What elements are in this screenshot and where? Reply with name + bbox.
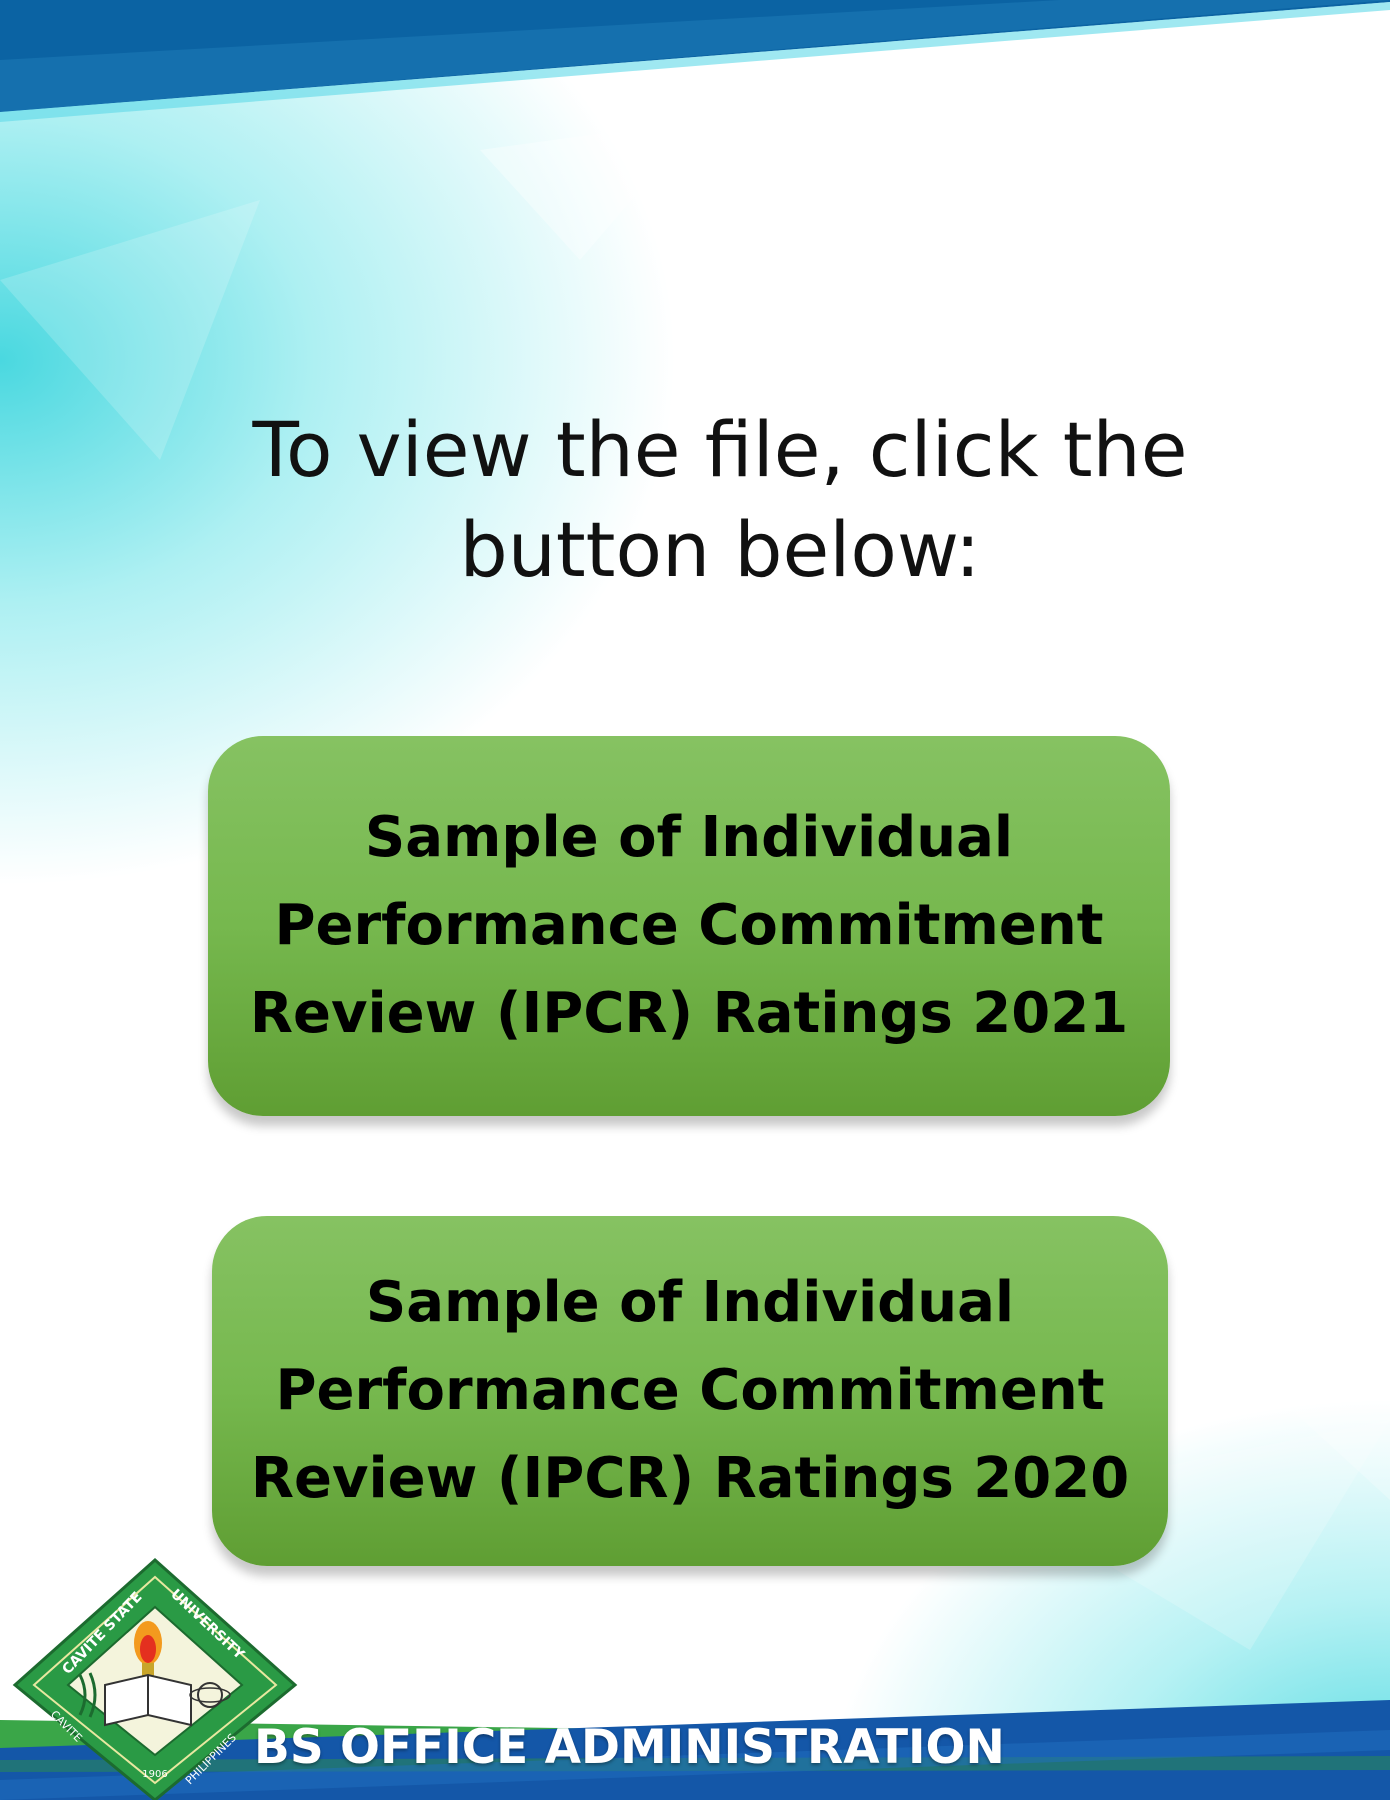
ipcr-2021-label-line-3: Review (IPCR) Ratings 2021 xyxy=(249,981,1129,1046)
seal-year: 1906 xyxy=(142,1769,167,1780)
ipcr-2020-label-line-3: Review (IPCR) Ratings 2020 xyxy=(250,1446,1130,1511)
cavite-state-university-seal-icon: CAVITE STATE UNIVERSITY CAVITE PHILIPPIN… xyxy=(12,1557,298,1800)
ipcr-2021-button[interactable]: Sample of Individual Performance Commitm… xyxy=(208,736,1170,1116)
ipcr-2020-label-line-2: Performance Commitment xyxy=(275,1358,1105,1423)
ipcr-2021-label-line-2: Performance Commitment xyxy=(274,893,1104,958)
ipcr-2020-label: Sample of Individual Performance Commitm… xyxy=(251,1259,1129,1523)
ipcr-2021-label-line-1: Sample of Individual xyxy=(364,805,1014,870)
ipcr-2021-label: Sample of Individual Performance Commitm… xyxy=(250,794,1128,1058)
top-header-band xyxy=(0,0,1390,122)
footer-band xyxy=(0,1700,1390,1800)
footer-program-title: BS OFFICE ADMINISTRATION xyxy=(254,1720,1005,1775)
instruction-line-2: button below: xyxy=(459,505,981,594)
instruction-line-1: To view the file, click the xyxy=(252,405,1188,494)
ipcr-2020-label-line-1: Sample of Individual xyxy=(365,1270,1015,1335)
ipcr-2020-button[interactable]: Sample of Individual Performance Commitm… xyxy=(212,1216,1168,1566)
instruction-heading: To view the file, click the button below… xyxy=(200,400,1240,600)
